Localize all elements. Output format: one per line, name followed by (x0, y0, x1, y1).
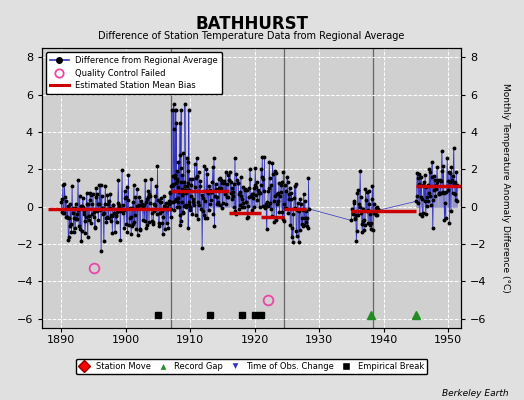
Text: Berkeley Earth: Berkeley Earth (442, 389, 508, 398)
Text: Difference of Station Temperature Data from Regional Average: Difference of Station Temperature Data f… (99, 31, 405, 41)
Title: BATHHURST: BATHHURST (195, 14, 308, 32)
Legend: Station Move, Record Gap, Time of Obs. Change, Empirical Break: Station Move, Record Gap, Time of Obs. C… (76, 358, 427, 374)
Y-axis label: Monthly Temperature Anomaly Difference (°C): Monthly Temperature Anomaly Difference (… (500, 83, 509, 293)
